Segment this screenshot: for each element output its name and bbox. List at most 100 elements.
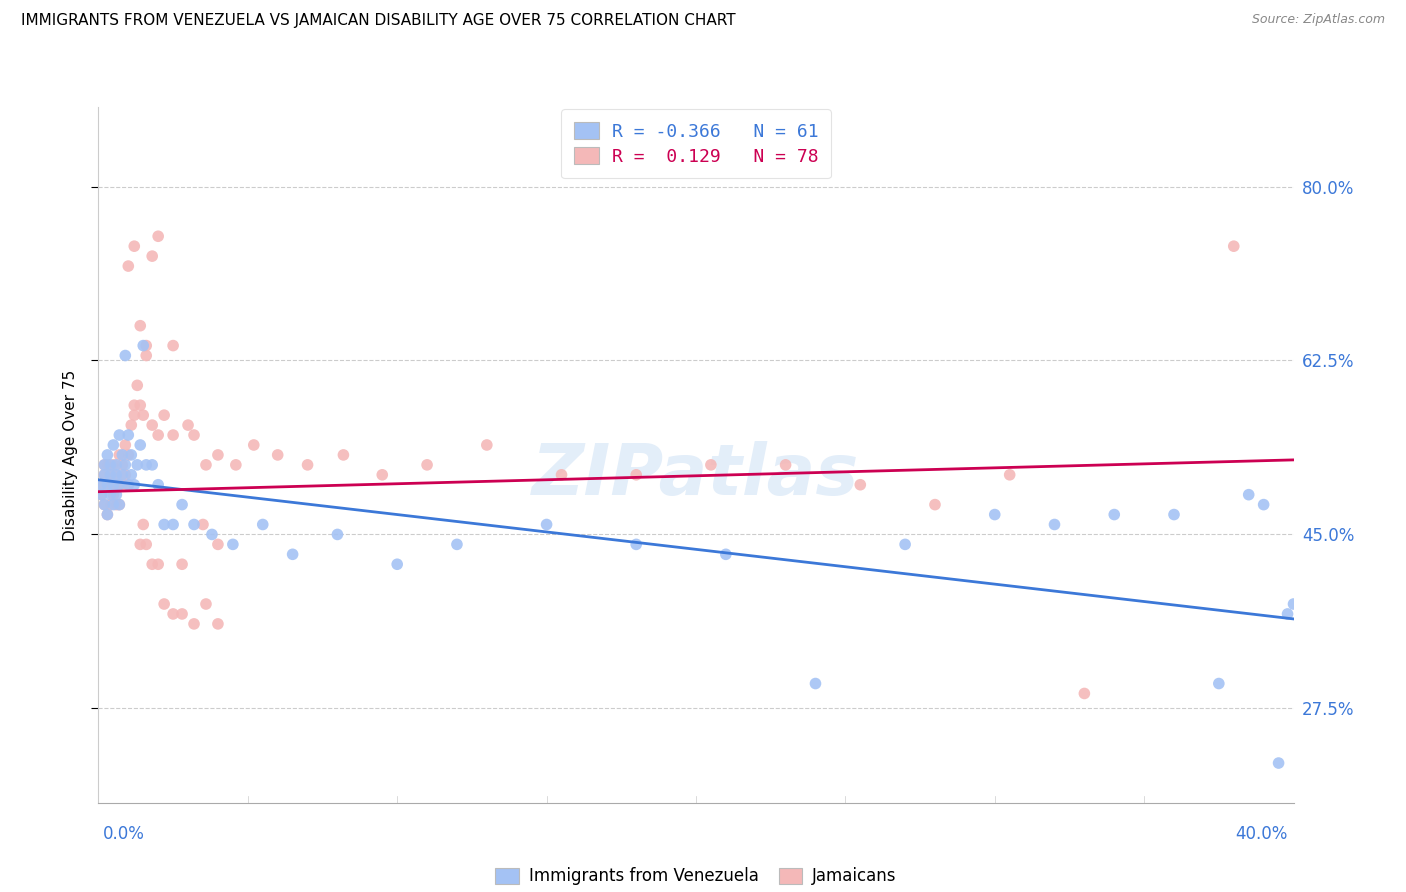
- Point: [105, 467, 128, 482]
- Point: [775, 458, 797, 472]
- Point: [93, 498, 115, 512]
- Point: [998, 467, 1021, 482]
- Point: [108, 428, 131, 442]
- Point: [281, 547, 304, 561]
- Point: [117, 448, 139, 462]
- Point: [172, 558, 194, 572]
- Point: [162, 338, 184, 352]
- Point: [124, 398, 146, 412]
- Point: [105, 498, 128, 512]
- Point: [135, 349, 157, 363]
- Point: [135, 458, 157, 472]
- Point: [222, 537, 245, 551]
- Point: [108, 448, 131, 462]
- Point: [162, 517, 184, 532]
- Point: [475, 438, 498, 452]
- Point: [153, 597, 176, 611]
- Point: [117, 259, 139, 273]
- Point: [1208, 676, 1230, 690]
- Point: [127, 458, 149, 472]
- Point: [385, 558, 409, 572]
- Point: [148, 428, 170, 442]
- Point: [103, 488, 125, 502]
- Point: [105, 488, 128, 502]
- Point: [96, 508, 118, 522]
- Point: [297, 458, 319, 472]
- Text: 0.0%: 0.0%: [103, 825, 145, 843]
- Point: [207, 537, 229, 551]
- Point: [124, 408, 146, 422]
- Point: [100, 467, 122, 482]
- Point: [90, 477, 112, 491]
- Point: [550, 467, 572, 482]
- Point: [96, 448, 118, 462]
- Point: [191, 517, 214, 532]
- Point: [93, 467, 115, 482]
- Point: [111, 448, 134, 462]
- Point: [103, 458, 125, 472]
- Point: [90, 477, 112, 491]
- Point: [108, 498, 131, 512]
- Point: [195, 458, 218, 472]
- Text: ZIPatlas: ZIPatlas: [533, 442, 859, 510]
- Point: [103, 477, 125, 491]
- Point: [129, 537, 152, 551]
- Point: [129, 318, 152, 333]
- Point: [1282, 597, 1305, 611]
- Point: [141, 418, 163, 433]
- Point: [100, 467, 122, 482]
- Point: [93, 467, 115, 482]
- Point: [117, 428, 139, 442]
- Point: [162, 428, 184, 442]
- Point: [141, 249, 163, 263]
- Point: [1253, 498, 1275, 512]
- Point: [1163, 508, 1185, 522]
- Point: [124, 477, 146, 491]
- Point: [252, 517, 274, 532]
- Point: [100, 458, 122, 472]
- Point: [108, 498, 131, 512]
- Point: [267, 448, 290, 462]
- Text: 40.0%: 40.0%: [1236, 825, 1288, 843]
- Point: [177, 418, 200, 433]
- Point: [714, 547, 737, 561]
- Point: [183, 616, 205, 631]
- Point: [225, 458, 247, 472]
- Point: [103, 438, 125, 452]
- Point: [132, 338, 155, 352]
- Point: [135, 338, 157, 352]
- Point: [172, 498, 194, 512]
- Point: [93, 458, 115, 472]
- Point: [111, 458, 134, 472]
- Point: [1277, 607, 1299, 621]
- Point: [120, 448, 142, 462]
- Point: [207, 616, 229, 631]
- Point: [148, 229, 170, 244]
- Point: [108, 477, 131, 491]
- Point: [127, 378, 149, 392]
- Point: [924, 498, 946, 512]
- Point: [135, 537, 157, 551]
- Point: [100, 488, 122, 502]
- Point: [148, 477, 170, 491]
- Point: [114, 349, 136, 363]
- Point: [103, 477, 125, 491]
- Point: [117, 477, 139, 491]
- Point: [114, 438, 136, 452]
- Point: [626, 537, 648, 551]
- Point: [183, 428, 205, 442]
- Point: [108, 477, 131, 491]
- Point: [96, 508, 118, 522]
- Point: [153, 517, 176, 532]
- Point: [172, 607, 194, 621]
- Point: [90, 488, 112, 502]
- Point: [93, 498, 115, 512]
- Point: [201, 527, 224, 541]
- Point: [90, 488, 112, 502]
- Point: [326, 527, 349, 541]
- Point: [894, 537, 917, 551]
- Point: [1073, 686, 1095, 700]
- Point: [100, 477, 122, 491]
- Point: [536, 517, 558, 532]
- Point: [1267, 756, 1289, 770]
